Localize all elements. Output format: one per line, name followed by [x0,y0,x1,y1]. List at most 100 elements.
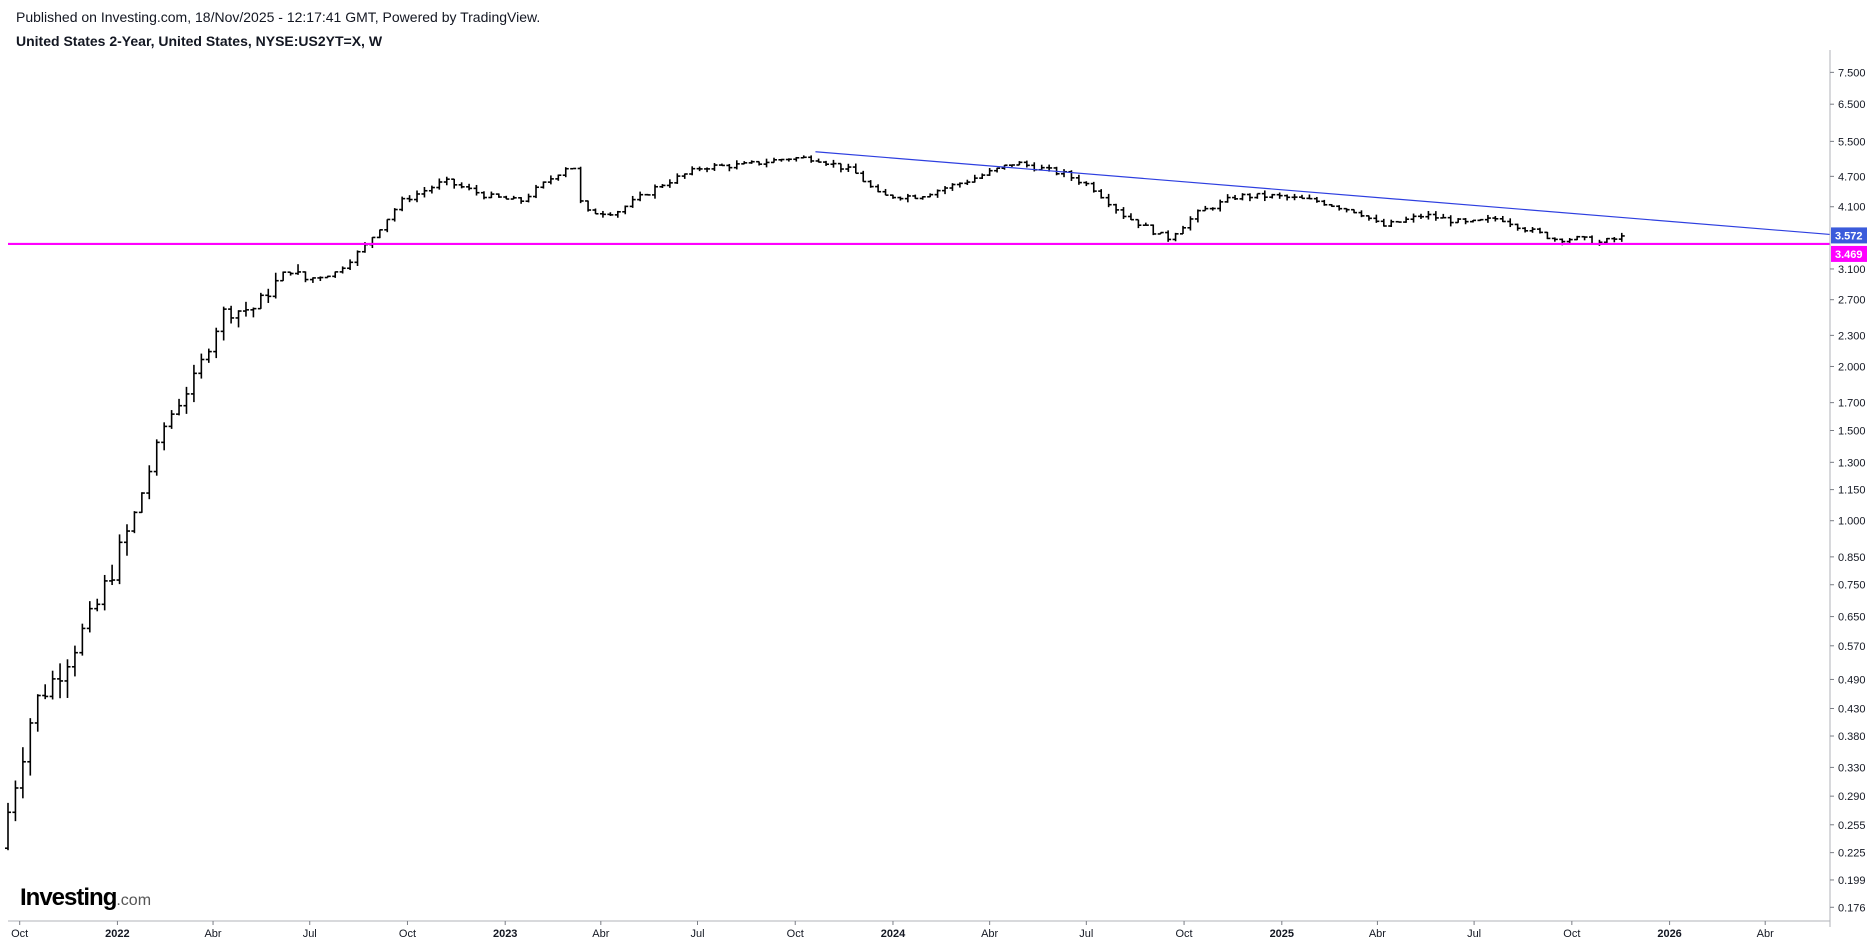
ohlc-bar [1373,214,1380,223]
ohlc-bar [659,184,666,189]
ohlc-bar [1313,196,1320,203]
time-tick-label: 2026 [1657,928,1681,940]
support-tag [1831,245,1867,262]
ohlc-bar [242,301,249,317]
ohlc-bar [295,264,302,275]
ohlc-bar [42,684,49,700]
ohlc-bar [265,288,272,303]
ohlc-bar [235,310,242,328]
ohlc-bar [942,186,949,195]
ohlc-bar [414,190,421,203]
price-tick-label: 4.700 [1838,171,1866,183]
price-tick-label: 6.500 [1838,99,1866,111]
ohlc-bar [1150,224,1157,236]
ohlc-bar [332,271,339,278]
ohlc-bar [681,173,688,179]
time-tick-label: 2023 [493,928,517,940]
ohlc-bar [49,670,56,700]
price-tick-label: 1.500 [1838,425,1866,437]
ohlc-bar [250,307,257,318]
ohlc-bar [488,191,495,199]
ohlc-bar [1484,214,1491,223]
ohlc-bar [198,353,205,379]
ohlc-bar [399,196,406,212]
ohlc-bar [421,187,428,198]
ohlc-bar [220,306,227,341]
ohlc-bar [808,155,815,163]
ohlc-bar [1172,232,1179,242]
ohlc-bar [882,188,889,196]
ohlc-bar [778,158,785,162]
ohlc-bar [830,159,837,168]
ohlc-bar [384,218,391,233]
published-note: Published on Investing.com, 18/Nov/2025 … [16,9,541,25]
ohlc-bar [123,524,130,556]
time-tick-label: Abr [1757,928,1774,940]
ohlc-bar [1365,215,1372,221]
time-tick-label: Oct [1563,928,1580,940]
ohlc-bar [510,195,517,200]
time-tick-label: Abr [204,928,221,940]
ohlc-bar [27,718,34,776]
time-tick-label: Oct [11,928,28,940]
ohlc-bar [793,156,800,162]
ohlc-bar [912,194,919,200]
ohlc-bar [503,195,510,200]
ohlc-bar [533,184,540,199]
ohlc-bar [354,250,361,266]
price-tick-label: 2.300 [1838,330,1866,342]
chart-header: Published on Investing.com, 18/Nov/2025 … [16,8,540,50]
ohlc-bar [131,511,138,534]
time-tick-label: Oct [399,928,416,940]
ohlc-bar [257,292,264,310]
ohlc-bar [741,161,748,165]
ohlc-bar [1470,219,1477,223]
ohlc-bar [12,780,19,822]
ohlc-bar [138,492,145,514]
ohlc-bar [644,193,651,196]
ohlc-bar [495,193,502,198]
price-tick-label: 0.570 [1838,641,1866,653]
ohlc-bar [1440,213,1447,219]
support-tag-label: 3.469 [1835,249,1863,261]
ohlc-bar [733,160,740,170]
price-axis: 7.500 6.500 5.500 4.700 4.100 3.100 2.700 2.300… [1829,50,1867,927]
ohlc-bar [607,212,614,216]
ohlc-bar [971,174,978,183]
ohlc-bar [1574,235,1581,241]
ohlc-bar [228,305,235,324]
investing-logo: Investing.com [20,884,151,912]
ohlc-bar [176,398,183,416]
ohlc-bar [1061,169,1068,178]
ohlc-bar [436,178,443,190]
ohlc-bar [889,194,896,199]
ohlc-bar [19,747,26,799]
time-tick-label: Oct [1176,928,1193,940]
ohlc-bar [1165,230,1172,242]
ohlc-bar [183,386,190,414]
ohlc-bar [391,208,398,222]
price-tick-label: 0.176 [1838,902,1866,914]
ohlc-bar [845,163,852,172]
ohlc-bar [1403,216,1410,223]
ohlc-bar [599,210,606,218]
time-tick-label: Abr [1369,928,1386,940]
logo-main: Investing [20,884,117,911]
ohlc-bar [376,229,383,239]
ohlc-bar [763,158,770,168]
price-tick-label: 0.430 [1838,704,1866,716]
ohlc-bar [1284,194,1291,201]
ohlc-bar [1380,218,1387,227]
price-tick-label: 0.330 [1838,762,1866,774]
ohlc-bar [1224,194,1231,203]
ohlc-bar [64,659,71,698]
ohlc-bar [1083,181,1090,187]
ohlc-bar [860,170,867,183]
ohlc-bar [711,163,718,171]
ohlc-bar [86,601,93,633]
price-tick-label: 1.300 [1838,457,1866,469]
ohlc-bar [1127,213,1134,221]
ohlc-bar [837,162,844,173]
ohlc-bar [1298,194,1305,200]
